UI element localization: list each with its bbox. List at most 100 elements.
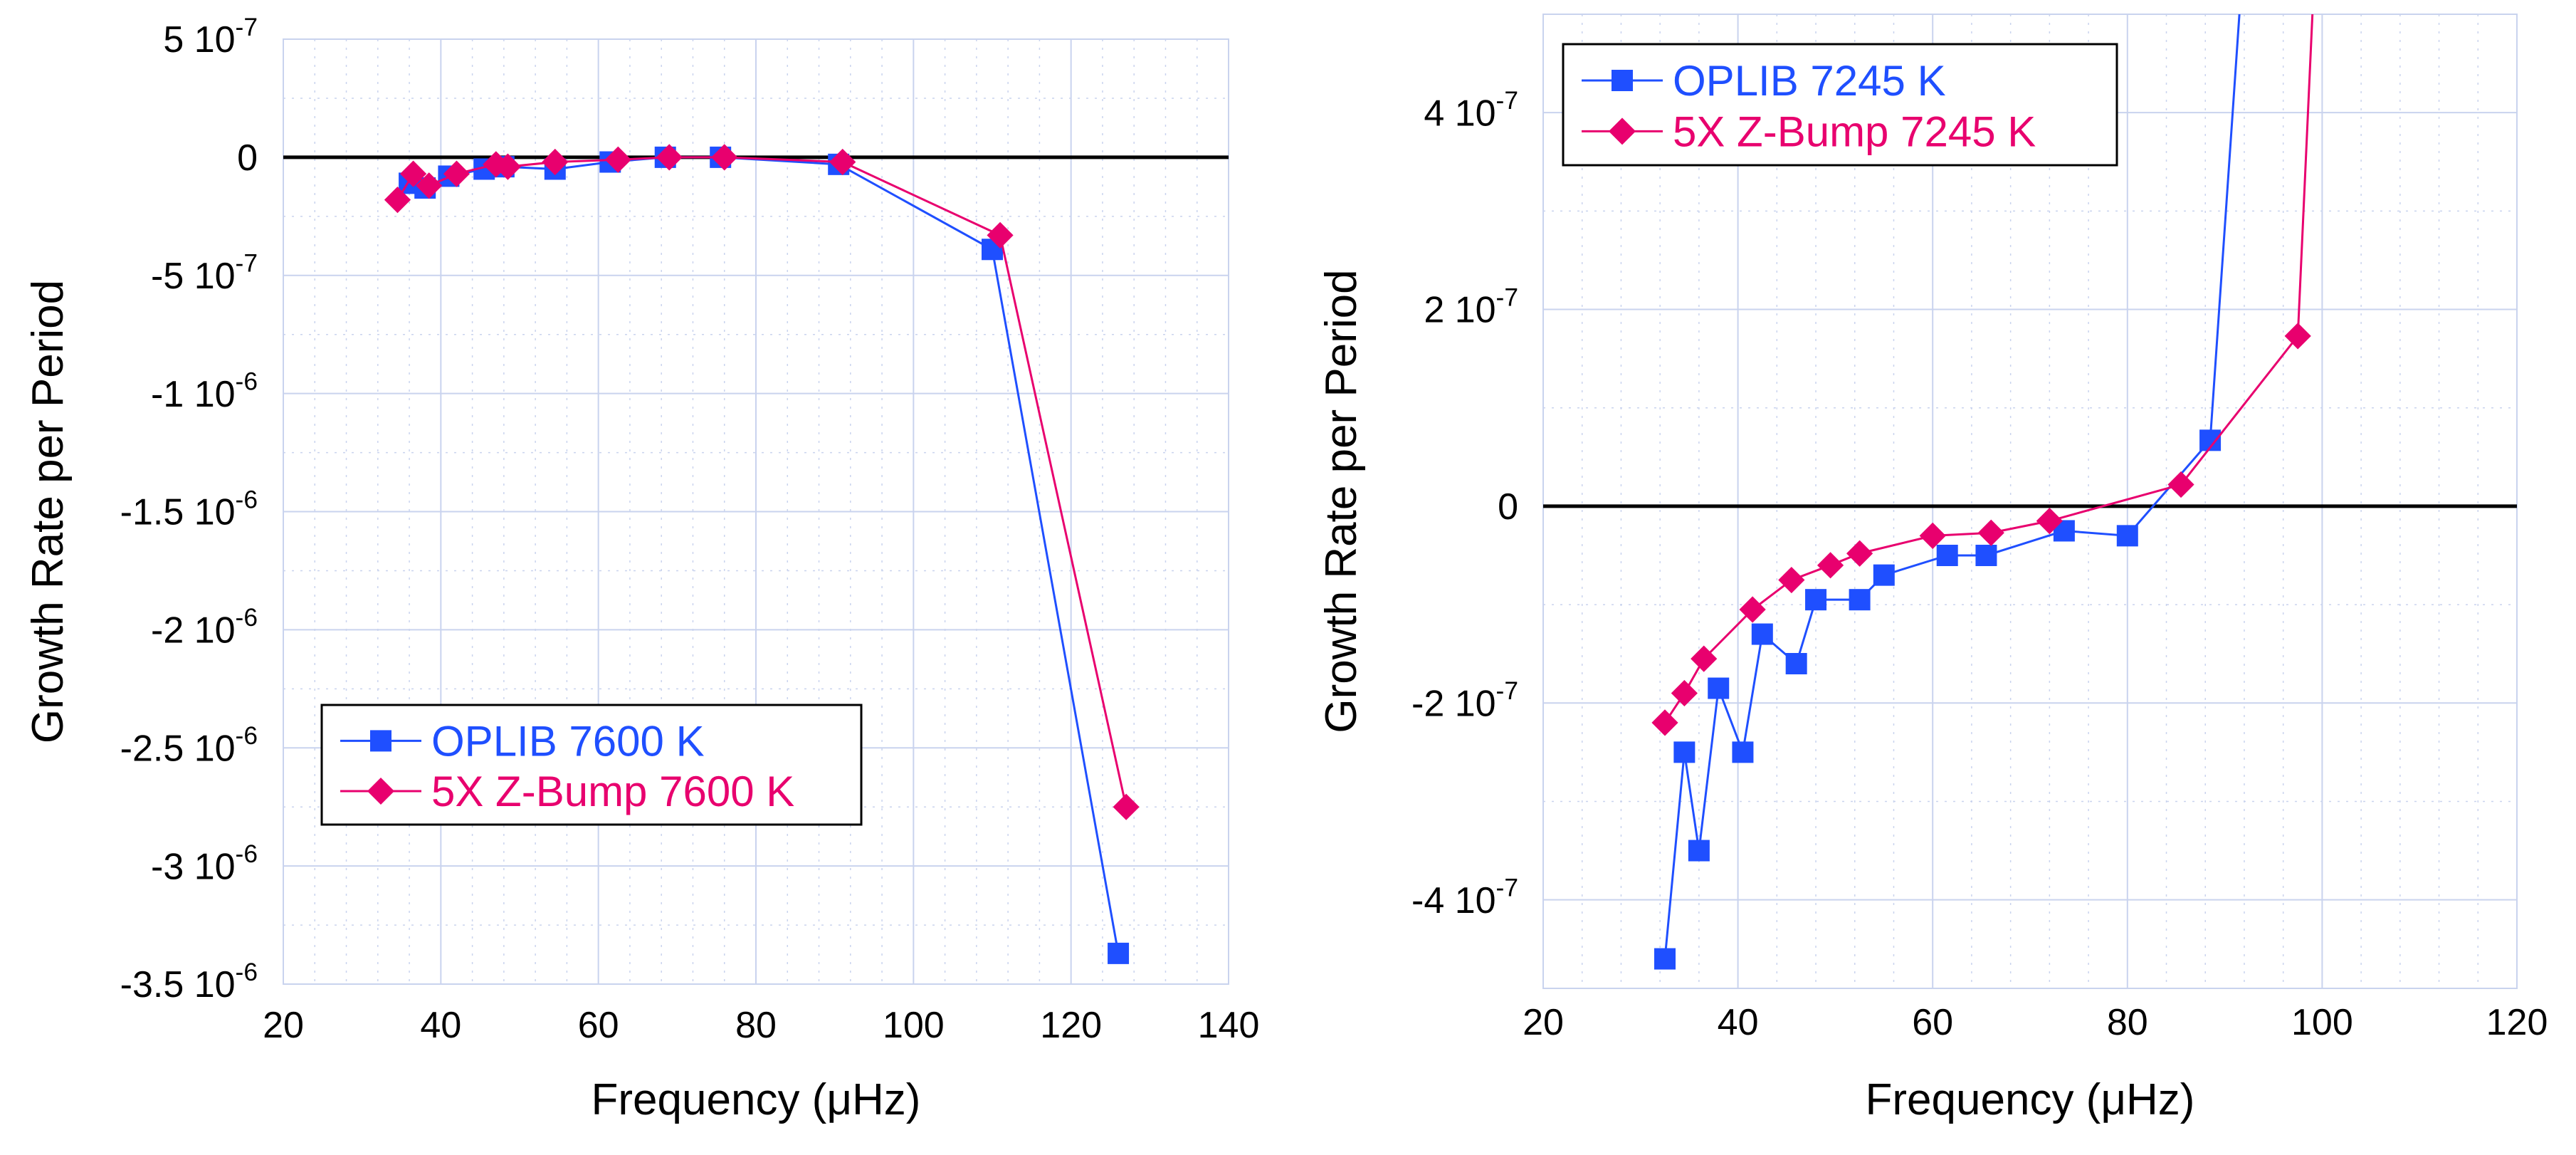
y-tick-exponent: -6	[236, 722, 258, 750]
data-point-diamond	[656, 144, 683, 171]
data-point-square	[1849, 589, 1871, 611]
data-point-diamond	[483, 151, 510, 178]
legend-label: OPLIB 7600 K	[431, 717, 705, 765]
y-tick-label: 0	[1498, 486, 1518, 528]
y-axis-label: Growth Rate per Period	[1317, 269, 1366, 733]
legend-box	[1562, 43, 2118, 167]
legend-marker-diamond	[1609, 117, 1636, 145]
legend: OPLIB 7600 K5X Z-Bump 7600 K	[320, 704, 863, 826]
data-point-diamond	[2036, 508, 2063, 535]
y-tick-label: -2 10-6	[151, 604, 258, 651]
legend-marker-square	[1612, 70, 1633, 91]
data-point-diamond	[1977, 519, 2004, 546]
series-line-0	[409, 156, 1120, 954]
legend-marker-square	[370, 730, 391, 752]
data-point-diamond	[1113, 793, 1140, 820]
data-point-square	[1108, 942, 1130, 964]
data-point-diamond	[443, 160, 470, 187]
data-point-diamond	[542, 148, 569, 176]
legend-marker-diamond	[367, 777, 394, 805]
data-point-diamond	[384, 186, 411, 214]
data-point-diamond	[1778, 566, 1805, 594]
y-axis-label: Growth Rate per Period	[23, 280, 73, 743]
x-tick-label: 80	[2107, 1002, 2148, 1043]
data-point-square	[1732, 741, 1754, 763]
legend-label: 5X Z-Bump 7245 K	[1673, 108, 2036, 155]
series-group	[384, 144, 1140, 964]
data-point-square	[1688, 840, 1710, 862]
data-point-square	[2116, 525, 2138, 547]
y-tick-label: -2.5 10-6	[120, 722, 258, 769]
data-point-square	[1805, 589, 1827, 611]
x-tick-label: 120	[2486, 1002, 2548, 1043]
data-point-diamond	[494, 153, 521, 180]
x-tick-label: 40	[1718, 1002, 1759, 1043]
y-tick-mantissa: -4 10	[1411, 880, 1496, 921]
y-tick-mantissa: -2 10	[151, 610, 236, 652]
y-tick-exponent: -7	[1496, 677, 1518, 705]
data-point-diamond	[2167, 471, 2194, 498]
x-tick-label: 80	[735, 1005, 777, 1046]
data-point-square	[1936, 545, 1958, 566]
data-point-diamond	[711, 144, 738, 171]
data-point-square	[1673, 741, 1696, 763]
y-tick-label: 0	[237, 137, 258, 179]
y-tick-label: -2 10-7	[1411, 677, 1518, 724]
data-point-square	[1751, 623, 1773, 645]
x-tick-label: 120	[1040, 1005, 1102, 1046]
y-tick-mantissa: 0	[1498, 486, 1518, 528]
y-tick-exponent: -7	[1496, 874, 1518, 901]
y-tick-exponent: -7	[1496, 283, 1518, 311]
y-tick-mantissa: -3 10	[151, 846, 236, 887]
y-tick-label: -3 10-6	[151, 840, 258, 887]
legend-box	[320, 704, 863, 826]
x-axis-label: Frequency (μHz)	[592, 1075, 921, 1124]
y-tick-mantissa: -5 10	[151, 256, 236, 297]
data-point-diamond	[1651, 709, 1678, 736]
x-tick-label: 20	[1523, 1002, 1564, 1043]
data-point-diamond	[1846, 540, 1873, 567]
y-tick-label: 2 10-7	[1424, 283, 1518, 330]
data-point-diamond	[604, 146, 631, 173]
data-point-square	[1708, 677, 1730, 699]
y-tick-label: 5 10-7	[163, 14, 258, 61]
y-tick-exponent: -6	[236, 958, 258, 986]
y-tick-label: -3.5 10-6	[120, 958, 258, 1005]
y-tick-mantissa: -2.5 10	[120, 728, 236, 769]
y-tick-exponent: -7	[236, 250, 258, 278]
data-point-diamond	[400, 160, 427, 187]
x-tick-label: 100	[883, 1005, 945, 1046]
data-point-diamond	[1817, 552, 1844, 579]
y-tick-mantissa: 5 10	[163, 19, 235, 61]
y-tick-label: 4 10-7	[1424, 87, 1518, 134]
y-tick-exponent: -6	[236, 604, 258, 632]
x-tick-label: 140	[1198, 1005, 1260, 1046]
x-tick-label: 100	[2291, 1002, 2353, 1043]
data-point-diamond	[1919, 522, 1946, 549]
x-axis-label: Frequency (μHz)	[1866, 1075, 2195, 1124]
x-tick-label: 20	[263, 1005, 304, 1046]
legend: OPLIB 7245 K5X Z-Bump 7245 K	[1562, 43, 2118, 167]
x-tick-label: 60	[578, 1005, 619, 1046]
y-tick-exponent: -6	[236, 367, 258, 395]
y-tick-mantissa: 0	[237, 137, 258, 179]
y-tick-mantissa: 2 10	[1424, 290, 1495, 331]
y-tick-exponent: -6	[236, 486, 258, 513]
series-group	[1651, 14, 2314, 970]
legend-label: OPLIB 7245 K	[1673, 57, 1946, 105]
data-point-square	[1654, 948, 1676, 970]
y-tick-label: -1.5 10-6	[120, 486, 258, 533]
series-line-0	[1663, 14, 2241, 959]
data-point-diamond	[416, 172, 443, 199]
data-point-diamond	[1671, 679, 1698, 707]
x-tick-label: 40	[420, 1005, 461, 1046]
y-tick-exponent: -7	[236, 14, 258, 41]
y-tick-exponent: -7	[1496, 87, 1518, 115]
data-point-square	[1873, 564, 1895, 586]
y-tick-mantissa: 4 10	[1424, 93, 1495, 134]
data-point-diamond	[1739, 596, 1766, 623]
data-point-square	[1785, 653, 1807, 674]
